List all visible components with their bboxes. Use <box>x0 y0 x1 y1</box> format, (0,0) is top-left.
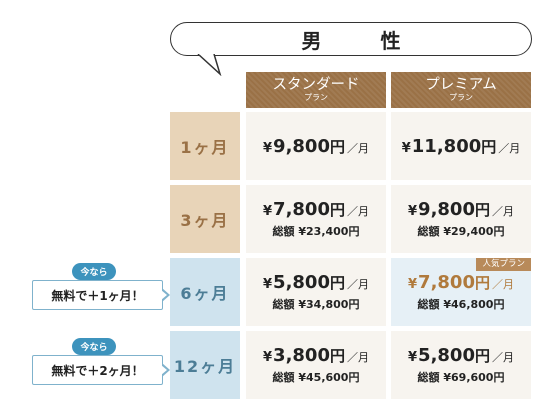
price-unit: 円 <box>329 274 345 292</box>
campaign-pill: 今なら <box>72 338 116 355</box>
price-cell-premium-1m: ¥ 11,800 円 ／月 <box>391 112 531 180</box>
price-per: ／月 <box>347 205 369 218</box>
campaign-callout-12m: 無料で＋2ヶ月！ <box>32 355 163 385</box>
bubble-tail-icon <box>197 54 222 76</box>
plan-name: プレミアム <box>425 77 497 93</box>
gender-title: 男 性 <box>170 22 532 56</box>
total-price: 総額 ¥45,600円 <box>272 371 360 384</box>
price-unit: 円 <box>474 201 490 219</box>
price-amount: 9,800 <box>418 199 475 220</box>
yen-symbol: ¥ <box>408 277 418 292</box>
price-per: ／月 <box>492 205 514 218</box>
price-unit: 円 <box>329 347 345 365</box>
price-per: ／月 <box>347 351 369 364</box>
yen-symbol: ¥ <box>263 140 273 156</box>
price-cell-premium-12m: ¥ 5,800 円 ／月 総額 ¥69,600円 <box>391 331 531 399</box>
price-amount: 5,800 <box>273 272 330 293</box>
price-amount: 11,800 <box>411 135 482 157</box>
price-cell-standard-1m: ¥ 9,800 円 ／月 <box>246 112 386 180</box>
campaign-callout-6m: 無料で＋1ヶ月！ <box>32 280 163 310</box>
price-unit: 円 <box>474 347 490 365</box>
price-per: ／月 <box>492 351 514 364</box>
price-cell-premium-6m: 人気プラン ¥ 7,800 円 ／月 総額 ¥46,800円 <box>391 258 531 326</box>
yen-symbol: ¥ <box>408 350 418 365</box>
monthly-price: ¥ 7,800 円 ／月 <box>408 272 514 293</box>
monthly-price: ¥ 9,800 円 ／月 <box>408 199 514 220</box>
total-price: 総額 ¥34,800円 <box>272 298 360 311</box>
monthly-price: ¥ 5,800 円 ／月 <box>263 272 369 293</box>
price-cell-standard-6m: ¥ 5,800 円 ／月 総額 ¥34,800円 <box>246 258 386 326</box>
plan-header-premium: プレミアム プラン <box>391 72 531 108</box>
price-per: ／月 <box>347 278 369 291</box>
period-1-month: 1ヶ月 <box>170 112 240 180</box>
yen-symbol: ¥ <box>401 140 411 156</box>
total-price: 総額 ¥69,600円 <box>417 371 505 384</box>
price-per: ／月 <box>492 278 514 291</box>
callout-pointer-icon <box>161 363 170 377</box>
price-per: ／月 <box>347 141 369 155</box>
monthly-price: ¥ 7,800 円 ／月 <box>263 199 369 220</box>
total-price: 総額 ¥23,400円 <box>272 225 360 238</box>
price-amount: 5,800 <box>418 345 475 366</box>
price-cell-standard-12m: ¥ 3,800 円 ／月 総額 ¥45,600円 <box>246 331 386 399</box>
callout-pointer-icon <box>161 288 170 302</box>
period-6-month: 6ヶ月 <box>170 258 240 326</box>
price-unit: 円 <box>329 137 345 156</box>
yen-symbol: ¥ <box>263 350 273 365</box>
price-per: ／月 <box>498 141 521 155</box>
popular-plan-badge: 人気プラン <box>476 258 531 271</box>
total-price: 総額 ¥46,800円 <box>417 298 505 311</box>
total-price: 総額 ¥29,400円 <box>417 225 505 238</box>
price-amount: 7,800 <box>418 272 475 293</box>
period-3-month: 3ヶ月 <box>170 185 240 253</box>
yen-symbol: ¥ <box>408 204 418 219</box>
period-12-month: 12ヶ月 <box>170 331 240 399</box>
price-amount: 9,800 <box>273 135 330 157</box>
price-amount: 7,800 <box>273 199 330 220</box>
monthly-price: ¥ 11,800 円 ／月 <box>402 136 521 157</box>
plan-name: スタンダード <box>272 77 360 93</box>
price-amount: 3,800 <box>273 345 330 366</box>
plan-header-standard: スタンダード プラン <box>246 72 386 108</box>
price-unit: 円 <box>329 201 345 219</box>
yen-symbol: ¥ <box>263 204 273 219</box>
yen-symbol: ¥ <box>263 277 273 292</box>
plan-sub: プラン <box>449 93 473 102</box>
price-unit: 円 <box>474 274 490 292</box>
campaign-pill: 今なら <box>72 263 116 280</box>
price-cell-standard-3m: ¥ 7,800 円 ／月 総額 ¥23,400円 <box>246 185 386 253</box>
monthly-price: ¥ 5,800 円 ／月 <box>408 345 514 366</box>
monthly-price: ¥ 9,800 円 ／月 <box>263 136 369 157</box>
monthly-price: ¥ 3,800 円 ／月 <box>263 345 369 366</box>
price-unit: 円 <box>481 137 497 156</box>
price-cell-premium-3m: ¥ 9,800 円 ／月 総額 ¥29,400円 <box>391 185 531 253</box>
plan-sub: プラン <box>304 93 328 102</box>
